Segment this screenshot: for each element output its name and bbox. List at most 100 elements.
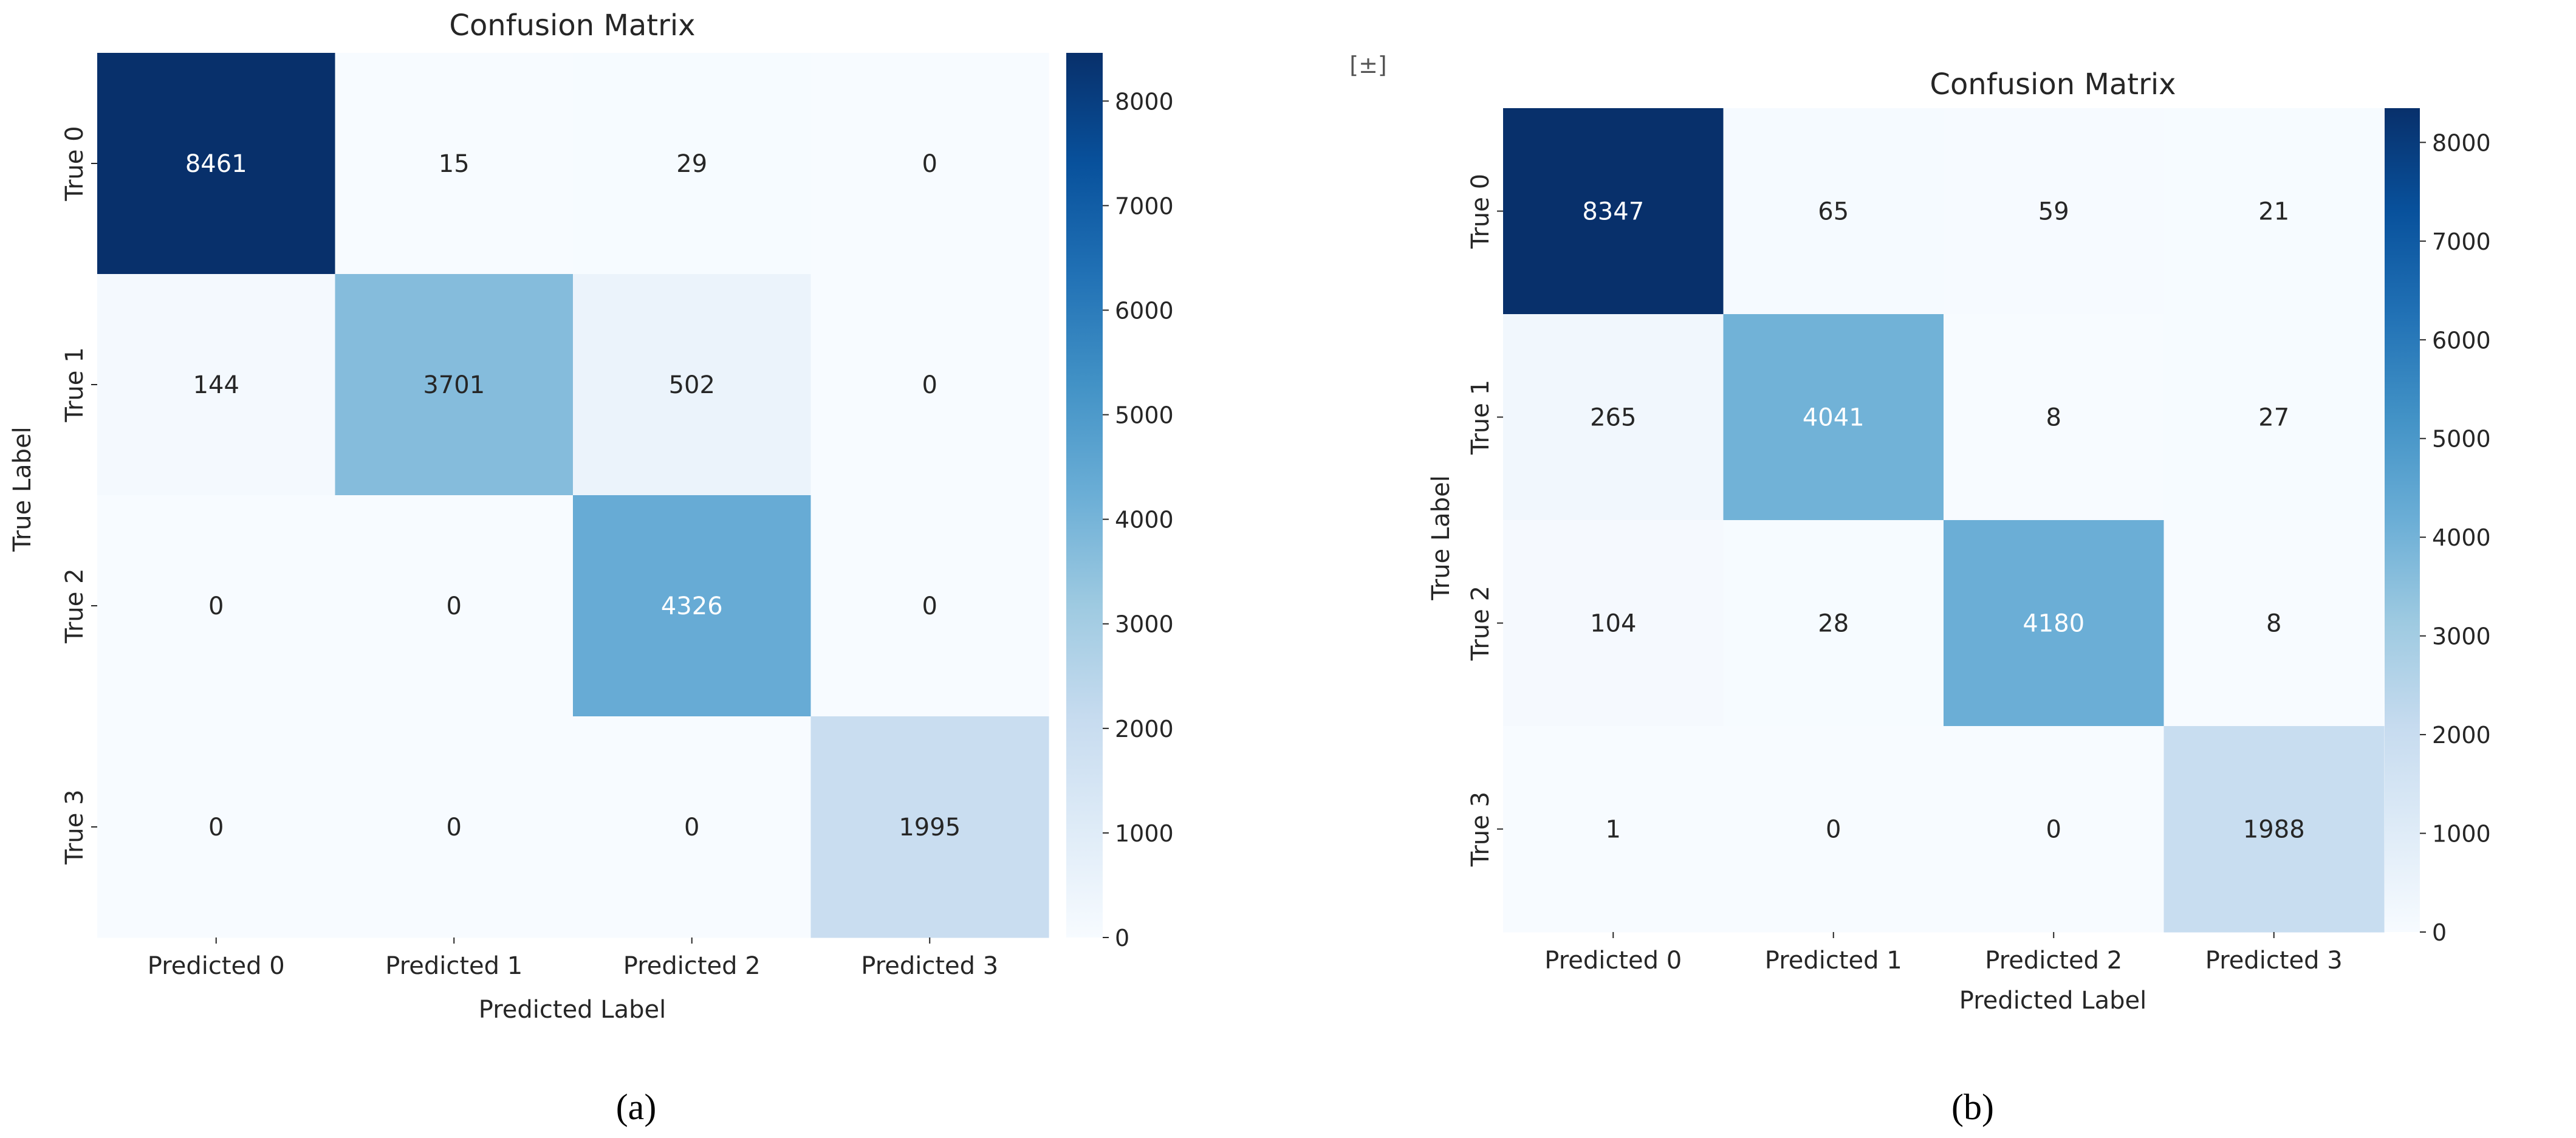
heatmap-cell-r2-c3 bbox=[810, 495, 1049, 717]
cell-value-r2-c3: 0 bbox=[922, 592, 937, 620]
cell-value-r2-c1: 0 bbox=[447, 592, 462, 620]
heatmap-cell-r3-c1 bbox=[335, 716, 574, 938]
colorbar-tick-label: 6000 bbox=[2432, 327, 2491, 354]
cell-value-r0-c0: 8347 bbox=[1582, 198, 1644, 226]
cell-value-r0-c2: 59 bbox=[2038, 198, 2069, 226]
x-tick-label: Predicted 0 bbox=[148, 952, 285, 980]
cell-value-r0-c1: 65 bbox=[1818, 198, 1849, 226]
heatmap-cell-r3-c3 bbox=[810, 716, 1049, 938]
y-tick-label: True 3 bbox=[61, 789, 89, 865]
heatmap-cell-r2-c0 bbox=[1503, 520, 1724, 727]
panel-a-x-ticks: Predicted 0 Predicted 1 Predicted 2 Predict… bbox=[148, 937, 998, 980]
colorbar-tick-label: 1000 bbox=[2432, 821, 2491, 848]
colorbar-tick-label: 4000 bbox=[1115, 507, 1174, 533]
cell-value-r1-c1: 4041 bbox=[1803, 404, 1865, 432]
panel-a-y-ticks: True 0 True 1 True 2 True 3 bbox=[61, 126, 97, 865]
heatmap-cell-r0-c0 bbox=[97, 53, 336, 275]
y-tick-label: True 1 bbox=[1467, 380, 1495, 455]
heatmap-cell-r2-c0 bbox=[97, 495, 336, 717]
colorbar-tick-label: 2000 bbox=[1115, 716, 1174, 742]
heatmap-cell-r2-c3 bbox=[2163, 520, 2385, 727]
panel-b-cells bbox=[1503, 108, 2385, 933]
cell-value-r2-c0: 0 bbox=[208, 592, 224, 620]
cell-value-r3-c0: 1 bbox=[1606, 816, 1621, 844]
cell-value-r1-c3: 0 bbox=[922, 371, 937, 399]
colorbar-tick-label: 5000 bbox=[1115, 402, 1174, 429]
heatmap-cell-r2-c2 bbox=[1944, 520, 2165, 727]
x-tick-label: Predicted 2 bbox=[623, 952, 761, 980]
y-tick-label: True 0 bbox=[61, 126, 89, 201]
panel-a-y-axis-label: True Label bbox=[9, 427, 36, 552]
heatmap-cell-r0-c3 bbox=[810, 53, 1049, 275]
cell-value-r0-c2: 29 bbox=[676, 150, 707, 178]
panel-a-caption: (a) bbox=[616, 1087, 657, 1127]
colorbar-gradient bbox=[1066, 53, 1103, 937]
panel-a-cells bbox=[97, 53, 1049, 938]
cell-value-r3-c0: 0 bbox=[208, 814, 224, 842]
cell-value-r0-c3: 21 bbox=[2258, 198, 2289, 226]
panel-a: Confusion Matrix 8461 15 29 0 144 3701 502 0 0 0 4… bbox=[9, 9, 1174, 1127]
colorbar-tick-label: 0 bbox=[1115, 925, 1129, 951]
panel-b-x-axis-label: Predicted Label bbox=[1959, 987, 2146, 1015]
heatmap-cell-r2-c2 bbox=[573, 495, 812, 717]
panel-a-colorbar: 0 1000 2000 3000 4000 5000 6000 7000 8000 bbox=[1066, 53, 1174, 951]
panel-a-title: Confusion Matrix bbox=[449, 9, 695, 43]
cell-value-r0-c0: 8461 bbox=[185, 150, 247, 178]
colorbar-tick-label: 0 bbox=[2432, 919, 2447, 946]
y-tick-label: True 3 bbox=[1467, 792, 1495, 867]
x-tick-label: Predicted 1 bbox=[1765, 947, 1902, 975]
heatmap-cell-r0-c2 bbox=[1944, 108, 2165, 315]
colorbar-tick-label: 3000 bbox=[1115, 611, 1174, 638]
heatmap-cell-r1-c2 bbox=[573, 274, 812, 496]
panel-b-caption: (b) bbox=[1951, 1087, 1994, 1127]
colorbar-tick-label: 3000 bbox=[2432, 623, 2491, 650]
panel-a-x-axis-label: Predicted Label bbox=[479, 996, 666, 1024]
heatmap-cell-r3-c2 bbox=[1944, 726, 2165, 933]
x-tick-label: Predicted 3 bbox=[861, 952, 998, 980]
cell-value-r1-c0: 144 bbox=[193, 371, 239, 399]
colorbar-tick-label: 1000 bbox=[1115, 820, 1174, 847]
cell-value-r0-c1: 15 bbox=[439, 150, 470, 178]
panel-b-cell-labels: 8347 65 59 21 265 4041 8 27 104 28 4180 8 1 0 0 1988 bbox=[1582, 198, 2304, 844]
cell-value-r3-c2: 0 bbox=[2046, 816, 2061, 844]
heatmap-cell-r0-c2 bbox=[573, 53, 812, 275]
panel-b-y-axis-label: True Label bbox=[1427, 475, 1455, 601]
colorbar-tick-label: 7000 bbox=[2432, 228, 2491, 255]
cell-value-r2-c3: 8 bbox=[2266, 610, 2281, 638]
cell-value-r2-c2: 4180 bbox=[2023, 610, 2084, 638]
heatmap-cell-r3-c3 bbox=[2163, 726, 2385, 933]
heatmap-cell-r0-c3 bbox=[2163, 108, 2385, 315]
heatmap-cell-r3-c2 bbox=[573, 716, 812, 938]
heatmap-cell-r1-c0 bbox=[97, 274, 336, 496]
heatmap-cell-r3-c0 bbox=[1503, 726, 1724, 933]
colorbar-tick-label: 7000 bbox=[1115, 193, 1174, 219]
heatmap-cell-r0-c0 bbox=[1503, 108, 1724, 315]
heatmap-cell-r0-c1 bbox=[1723, 108, 1944, 315]
panel-a-cell-labels: 8461 15 29 0 144 3701 502 0 0 0 4326 0 0 0 0 1995 bbox=[185, 150, 961, 842]
cell-value-r1-c0: 265 bbox=[1590, 404, 1636, 432]
cell-value-r2-c0: 104 bbox=[1590, 610, 1636, 638]
x-tick-label: Predicted 3 bbox=[2205, 947, 2343, 975]
cell-value-r3-c3: 1995 bbox=[899, 814, 961, 842]
y-tick-label: True 2 bbox=[61, 568, 89, 643]
heatmap-cell-r0-c1 bbox=[335, 53, 574, 275]
heatmap-cell-r3-c1 bbox=[1723, 726, 1944, 933]
x-tick-label: Predicted 0 bbox=[1544, 947, 1682, 975]
colorbar-tick-label: 6000 bbox=[1115, 297, 1174, 324]
cell-value-r2-c2: 4326 bbox=[661, 592, 723, 620]
colorbar-tick-label: 8000 bbox=[2432, 129, 2491, 156]
heatmap-cell-r2-c1 bbox=[1723, 520, 1944, 727]
x-tick-label: Predicted 1 bbox=[385, 952, 522, 980]
panel-b-colorbar: 0 1000 2000 3000 4000 5000 6000 7000 8000 bbox=[2385, 108, 2491, 946]
cell-value-r1-c3: 27 bbox=[2258, 404, 2289, 432]
colorbar-tick-label: 2000 bbox=[2432, 722, 2491, 749]
cell-value-r2-c1: 28 bbox=[1818, 610, 1849, 638]
y-tick-label: True 2 bbox=[1467, 586, 1495, 661]
colorbar-gradient bbox=[2385, 108, 2420, 932]
colorbar-tick-label: 4000 bbox=[2432, 524, 2491, 551]
heatmap-cell-r1-c1 bbox=[1723, 314, 1944, 521]
cell-value-r3-c1: 0 bbox=[447, 814, 462, 842]
cell-value-r0-c3: 0 bbox=[922, 150, 937, 178]
